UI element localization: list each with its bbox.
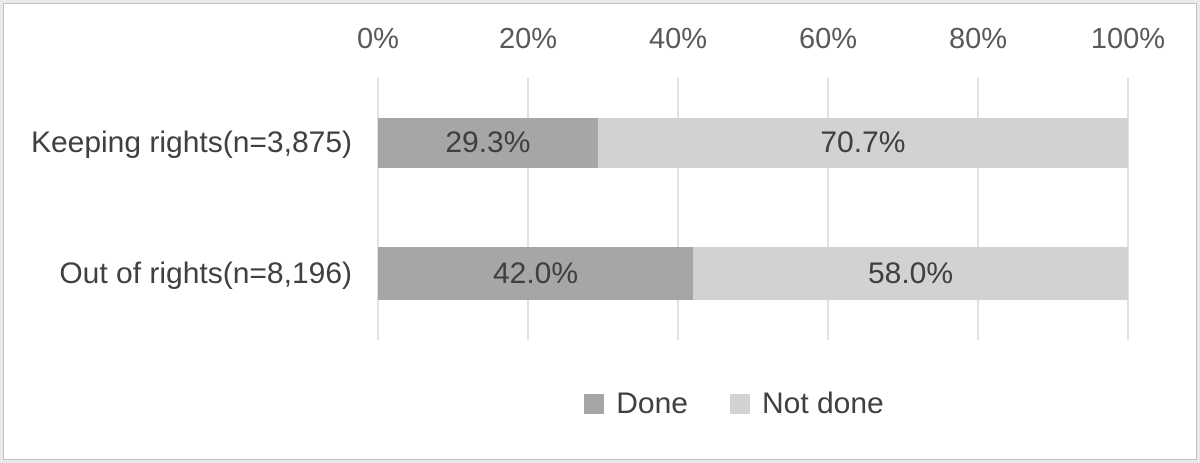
bar-value-label: 42.0% (492, 256, 579, 290)
gridline (827, 78, 829, 340)
legend-item-not-done: Not done (729, 387, 884, 421)
legend-swatch-icon (729, 394, 750, 414)
x-axis-tick-label: 60% (798, 23, 858, 55)
x-axis-tick-label: 40% (648, 23, 708, 55)
bar-segment-not-done: 70.7% (597, 118, 1128, 168)
x-axis-tick-label: 20% (498, 23, 558, 55)
x-axis-tick-label: 100% (1090, 23, 1166, 55)
plot-area (377, 78, 1129, 340)
category-label: Out of rights(n=8,196) (59, 257, 352, 290)
x-axis-tick-label: 80% (948, 23, 1008, 55)
chart-frame (3, 3, 1197, 460)
gridline (527, 78, 529, 340)
bar-segment-done: 42.0% (378, 247, 693, 300)
bar-value-label: 29.3% (445, 126, 531, 159)
legend-item-done: Done (584, 387, 688, 421)
bar-value-label: 58.0% (867, 256, 954, 290)
category-label: Keeping rights(n=3,875) (30, 126, 352, 159)
gridline (977, 78, 979, 340)
bar-row: 42.0% 58.0% (378, 247, 1128, 300)
gridline (1127, 78, 1129, 340)
bar-row: 29.3% 70.7% (378, 118, 1128, 168)
legend-swatch-icon (584, 394, 605, 414)
bar-segment-done: 29.3% (378, 118, 598, 168)
legend-label: Done (616, 387, 688, 420)
x-axis-tick-label: 0% (357, 23, 399, 55)
bar-value-label: 70.7% (820, 126, 906, 159)
gridline (377, 78, 379, 340)
bar-segment-not-done: 58.0% (693, 247, 1128, 300)
legend-label: Not done (761, 387, 884, 420)
gridline (677, 78, 679, 340)
legend: Done Not done (358, 386, 1110, 422)
